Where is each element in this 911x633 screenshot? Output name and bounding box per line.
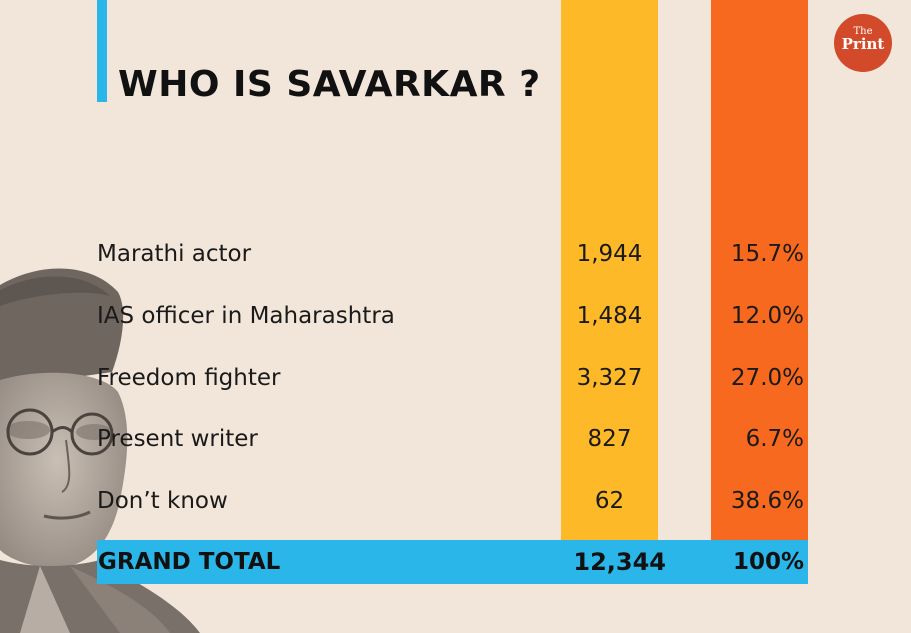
grand-total-count: 12,344	[573, 548, 666, 576]
chart-title: WHO IS SAVARKAR ?	[118, 64, 541, 105]
row-count: 3,327	[576, 365, 643, 391]
row-percent: 15.7%	[730, 241, 804, 267]
row-label: Marathi actor	[97, 241, 252, 267]
row-percent: 12.0%	[730, 303, 804, 329]
logo-text-small: The	[853, 26, 873, 37]
percent-column-band	[711, 0, 808, 540]
theprint-logo: The Print	[834, 14, 892, 72]
title-accent-bar	[97, 0, 107, 102]
grand-total-percent: 100%	[732, 549, 804, 575]
count-column-band	[561, 0, 658, 540]
row-percent: 6.7%	[745, 426, 804, 452]
grand-total-label: GRAND TOTAL	[98, 549, 281, 575]
row-percent: 27.0%	[730, 365, 804, 391]
row-label: Freedom fighter	[97, 365, 281, 391]
row-label: IAS officer in Maharashtra	[97, 303, 395, 329]
row-percent: 38.6%	[730, 488, 804, 514]
logo-text-large: Print	[841, 35, 885, 53]
row-label: Don’t know	[97, 488, 228, 514]
grand-total-band	[97, 540, 808, 584]
row-count: 827	[587, 426, 632, 452]
row-count: 62	[594, 488, 625, 514]
row-count: 1,944	[576, 241, 643, 267]
row-count: 1,484	[576, 303, 643, 329]
row-label: Present writer	[97, 426, 258, 452]
